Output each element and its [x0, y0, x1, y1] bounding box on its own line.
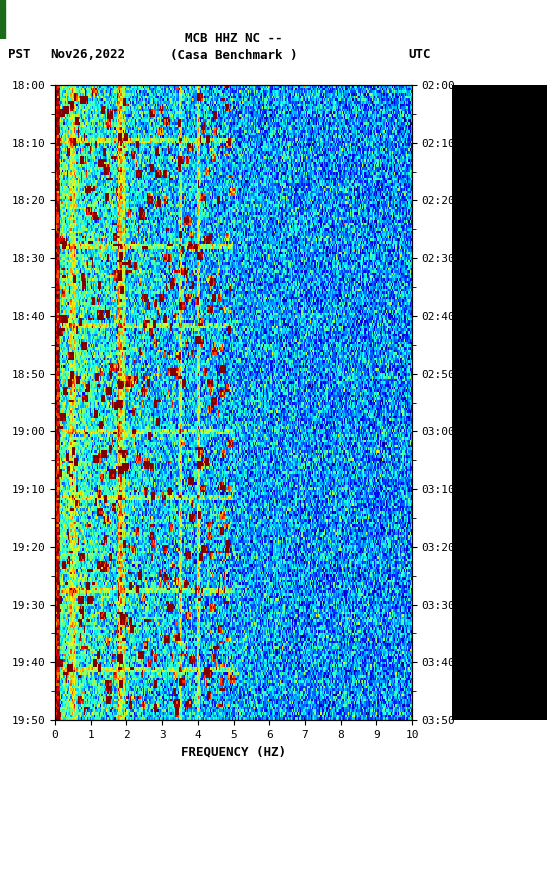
Text: PST: PST	[8, 48, 30, 62]
Text: Nov26,2022: Nov26,2022	[50, 48, 125, 62]
X-axis label: FREQUENCY (HZ): FREQUENCY (HZ)	[181, 746, 286, 758]
Text: (Casa Benchmark ): (Casa Benchmark )	[170, 48, 297, 62]
Text: UTC: UTC	[408, 48, 431, 62]
Text: MCB HHZ NC --: MCB HHZ NC --	[185, 31, 282, 45]
